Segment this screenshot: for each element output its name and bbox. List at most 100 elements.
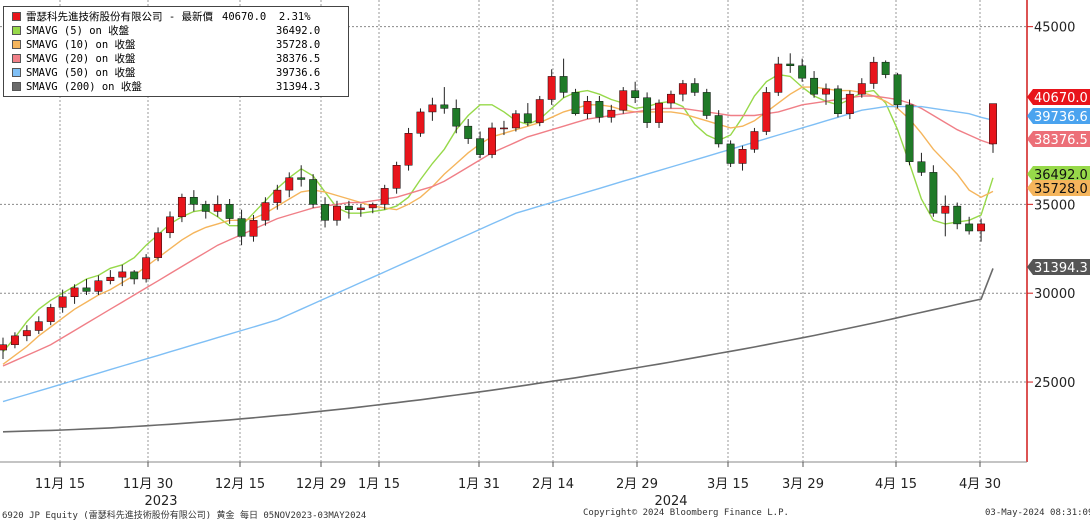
legend-label: SMAVG (200) on 收盤 <box>26 81 142 93</box>
candle-body <box>929 172 938 214</box>
candle-body <box>261 202 270 221</box>
candle-body <box>571 92 580 114</box>
value-tag <box>1027 259 1090 275</box>
candle-body <box>189 196 198 205</box>
candle-body <box>881 61 890 75</box>
candle-body <box>822 88 830 95</box>
candle-body <box>917 161 926 173</box>
candle-body <box>750 131 759 150</box>
x-year-label: 2024 <box>654 494 687 509</box>
legend-swatch <box>12 40 21 49</box>
candle-body <box>690 83 699 93</box>
candle-body <box>416 111 425 134</box>
candle-body <box>118 271 127 278</box>
legend-label: SMAVG (50) on 收盤 <box>26 67 136 79</box>
candle-body <box>249 220 258 237</box>
y-tick-label: 25000 <box>1034 376 1075 391</box>
candle-body <box>977 223 986 232</box>
candle-body <box>643 97 652 123</box>
x-tick-label: 11月 30 <box>123 477 173 492</box>
candle-body <box>941 205 950 214</box>
candle-body <box>225 204 234 219</box>
legend-label: SMAVG (20) on 收盤 <box>26 53 136 65</box>
candle-body <box>857 83 866 95</box>
candle-body <box>511 113 520 129</box>
candle-body <box>845 93 854 114</box>
x-tick-label: 3月 29 <box>782 477 824 492</box>
candle-body <box>309 179 318 205</box>
series-line-4 <box>2 105 994 403</box>
x-tick-label: 12月 15 <box>215 477 265 492</box>
value-tag-label: 35728.0 <box>1034 182 1088 197</box>
x-year-label: 2023 <box>144 494 177 509</box>
legend: 雷瑟科先進技術股份有限公司 - 最新價 40670.0 2.31% SMAVG … <box>3 6 349 97</box>
x-axis-ticks: 11月 15 11月 30 12月 15 12月 29 1月 15 1月 31 2月 14 2… <box>35 462 1001 509</box>
candle-body <box>595 101 604 118</box>
candle-body <box>655 102 663 123</box>
candle-body <box>523 113 532 123</box>
candle-body <box>34 321 43 331</box>
candle-body <box>798 65 807 79</box>
x-tick-label: 12月 29 <box>296 477 346 492</box>
legend-item-sma200: SMAVG (200) on 收盤 31394.3 <box>12 80 344 94</box>
candle-body <box>82 287 91 292</box>
candle-body <box>58 296 67 308</box>
candle-body <box>22 330 31 337</box>
footer-copyright: Copyright© 2024 Bloomberg Finance L.P. <box>583 508 789 518</box>
x-tick-label: 4月 30 <box>959 477 1001 492</box>
candle-body <box>893 74 902 106</box>
legend-label: SMAVG (5) on 收盤 <box>26 25 130 37</box>
candle-body <box>774 63 783 93</box>
legend-value: 36492.0 <box>276 25 321 37</box>
candle-body <box>0 344 7 351</box>
candle-body <box>428 104 437 113</box>
legend-swatch <box>12 82 21 91</box>
series-line-3 <box>2 95 994 367</box>
footer-timestamp: 03-May-2024 08:31:09 <box>985 508 1090 518</box>
candle-body <box>869 61 878 84</box>
candle-body <box>46 307 55 322</box>
candle-body <box>440 104 449 109</box>
series-line-1 <box>2 73 994 353</box>
candle-body <box>726 143 735 164</box>
candle-body <box>583 101 592 114</box>
x-tick-label: 3月 15 <box>707 477 749 492</box>
candle-body <box>452 108 461 127</box>
legend-swatch <box>12 68 21 77</box>
candle-body <box>953 205 962 225</box>
candle-body <box>607 109 616 118</box>
candle-body <box>404 133 413 166</box>
footer-security-info: 6920 JP Equity (雷瑟科先進技術股份有限公司) 黄金 每日 05N… <box>2 511 367 521</box>
value-tag <box>1027 131 1090 147</box>
candle-body <box>273 189 282 203</box>
candle-body <box>106 276 115 282</box>
candle-body <box>333 205 341 221</box>
candle-body <box>762 92 771 132</box>
value-tag <box>1027 89 1090 105</box>
candle-body <box>130 271 139 280</box>
candle-body <box>833 88 842 114</box>
candle-body <box>392 165 401 189</box>
candle-body <box>631 90 640 98</box>
candle-body <box>965 223 974 232</box>
candle-body <box>237 218 246 237</box>
candlestick-series <box>0 53 997 359</box>
candle-body <box>10 335 19 345</box>
candle-body <box>285 177 294 191</box>
legend-value: 35728.0 <box>276 39 321 51</box>
value-tag-label: 38376.5 <box>1034 133 1088 148</box>
candle-body <box>201 204 210 212</box>
value-tag <box>1027 108 1090 124</box>
x-tick-label: 4月 15 <box>875 477 917 492</box>
x-tick-label: 11月 15 <box>35 477 85 492</box>
candle-body <box>678 83 687 95</box>
legend-value: 38376.5 <box>276 53 321 65</box>
legend-item-sma50: SMAVG (50) on 收盤 39736.6 <box>12 66 344 80</box>
x-tick-label: 2月 14 <box>532 477 574 492</box>
legend-swatch <box>12 54 21 63</box>
candle-body <box>786 63 795 66</box>
legend-item-sma20: SMAVG (20) on 收盤 38376.5 <box>12 52 344 66</box>
candle-body <box>464 125 473 139</box>
value-tag <box>1027 180 1090 196</box>
